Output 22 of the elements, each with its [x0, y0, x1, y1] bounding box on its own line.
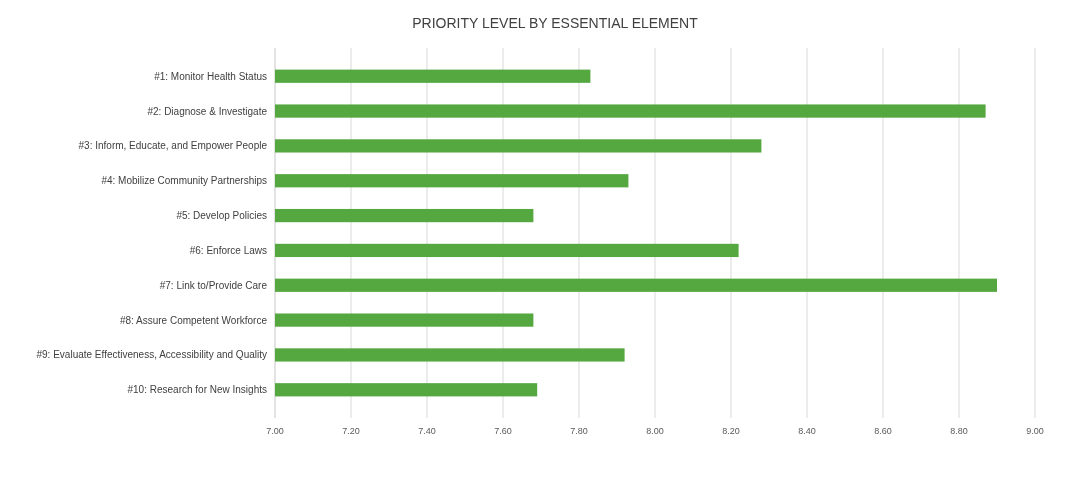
- x-tick-label: 8.20: [722, 426, 740, 436]
- y-tick-label: #4: Mobilize Community Partnerships: [101, 175, 267, 187]
- x-tick-label: 7.00: [266, 426, 284, 436]
- x-tick-label: 7.60: [494, 426, 512, 436]
- y-tick-label: #3: Inform, Educate, and Empower People: [78, 140, 268, 152]
- y-tick-label: #2: Diagnose & Investigate: [147, 105, 268, 117]
- x-tick-label: 8.40: [798, 426, 816, 436]
- x-tick-label: 7.40: [418, 426, 436, 436]
- y-tick-label: #10: Research for New Insights: [127, 384, 267, 396]
- x-tick-label: 7.20: [342, 426, 360, 436]
- y-tick-label: #9: Evaluate Effectiveness, Accessibility and Quality: [36, 349, 267, 361]
- y-tick-label: #5: Develop Policies: [176, 210, 267, 222]
- x-tick-label: 8.60: [874, 426, 892, 436]
- x-tick-label: 7.80: [570, 426, 588, 436]
- x-tick-label: 8.80: [950, 426, 968, 436]
- y-tick-label: #6: Enforce Laws: [189, 244, 267, 256]
- x-tick-label: 8.00: [646, 426, 664, 436]
- x-tick-label: 9.00: [1026, 426, 1044, 436]
- y-tick-label: #8: Assure Competent Workforce: [119, 314, 268, 326]
- chart-title: PRIORITY LEVEL BY ESSENTIAL ELEMENT: [412, 15, 699, 31]
- y-tick-label: #7: Link to/Provide Care: [159, 279, 268, 291]
- y-tick-label: #1: Monitor Health Status: [154, 70, 267, 82]
